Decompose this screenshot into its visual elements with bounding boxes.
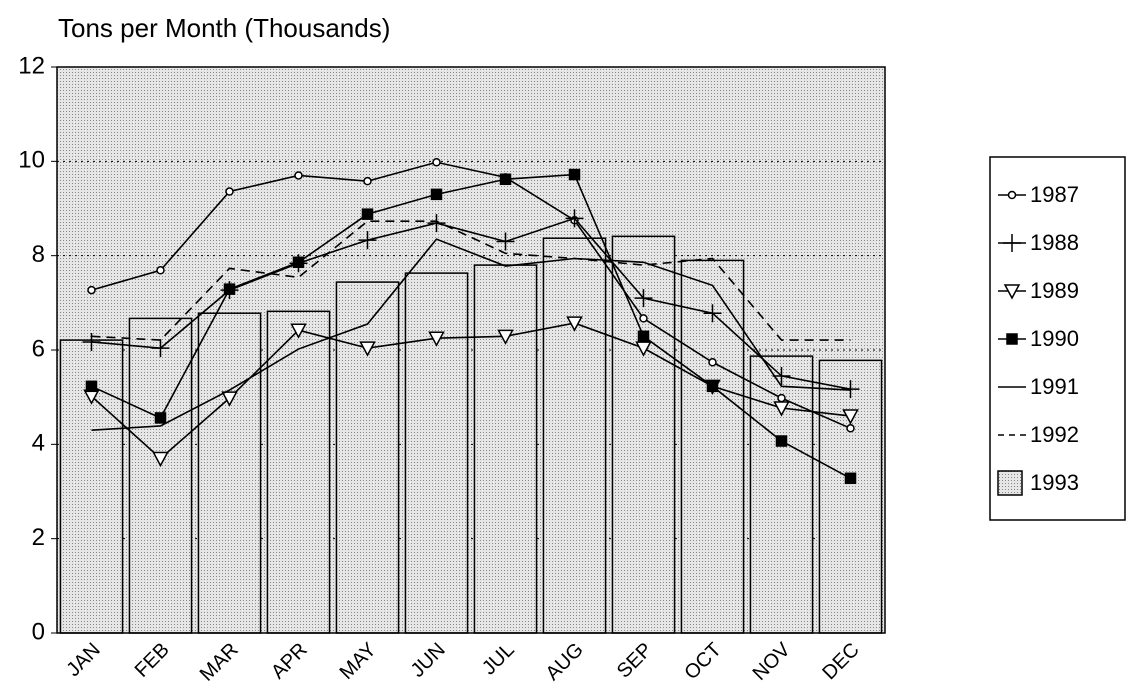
marker xyxy=(428,331,445,347)
marker xyxy=(565,209,584,228)
line xyxy=(90,322,851,460)
x-tick-label: AUG xyxy=(542,639,588,685)
x-tick-label: JUL xyxy=(478,639,519,680)
marker xyxy=(85,380,98,393)
marker xyxy=(358,231,377,250)
y-tick-label: 12 xyxy=(18,52,45,79)
marker xyxy=(151,339,170,358)
line xyxy=(91,217,851,390)
x-tick-label: NOV xyxy=(749,638,796,685)
x-tick-label: DEC xyxy=(818,639,863,684)
bar xyxy=(335,281,400,634)
y-tick-label: 6 xyxy=(32,335,45,362)
marker xyxy=(223,283,236,295)
marker xyxy=(361,208,374,220)
marker xyxy=(292,256,305,269)
line xyxy=(91,161,851,430)
bar xyxy=(473,264,538,634)
marker xyxy=(842,409,859,425)
marker xyxy=(497,329,514,345)
marker xyxy=(359,341,376,357)
plot-frame xyxy=(56,66,886,634)
legend-label: 1987 xyxy=(1030,182,1079,207)
marker xyxy=(635,341,652,357)
marker xyxy=(637,330,650,343)
y-tick-label: 4 xyxy=(32,430,45,457)
marker xyxy=(87,285,96,295)
bar xyxy=(404,272,469,634)
line xyxy=(91,173,851,479)
y-tick-label: 2 xyxy=(32,524,45,551)
x-tick-label: OCT xyxy=(680,639,725,684)
marker xyxy=(432,158,441,167)
y-tick-label: 10 xyxy=(18,147,45,174)
x-tick-label: MAY xyxy=(336,639,381,684)
x-tick-label: SEP xyxy=(613,639,657,683)
bar xyxy=(680,259,745,634)
marker xyxy=(639,314,648,323)
legend-label: 1988 xyxy=(1030,230,1079,255)
marker xyxy=(225,187,234,196)
marker xyxy=(294,171,303,180)
marker xyxy=(708,358,717,367)
bar xyxy=(818,359,883,634)
marker xyxy=(363,176,372,186)
legend-label: 1993 xyxy=(1030,470,1079,495)
bar xyxy=(128,317,193,634)
legend-label: 1991 xyxy=(1030,374,1079,399)
bar xyxy=(266,310,331,634)
legend-swatch xyxy=(997,470,1023,496)
line xyxy=(91,238,851,431)
marker xyxy=(1007,190,1017,200)
marker xyxy=(152,451,169,468)
marker xyxy=(773,401,790,417)
bar xyxy=(197,312,262,634)
marker xyxy=(499,173,512,186)
marker xyxy=(1006,333,1018,345)
marker xyxy=(568,168,581,181)
marker xyxy=(634,289,653,308)
y-tick-label: 0 xyxy=(32,618,45,645)
x-tick-label: MAR xyxy=(196,639,243,686)
x-tick-label: JUN xyxy=(407,639,450,682)
x-tick-label: FEB xyxy=(131,639,174,682)
legend-label: 1992 xyxy=(1030,422,1079,447)
marker xyxy=(775,435,788,447)
chart-title: Tons per Month (Thousands) xyxy=(58,13,390,43)
y-tick-label: 8 xyxy=(32,241,45,268)
x-tick-label: JAN xyxy=(62,639,104,681)
marker xyxy=(844,472,857,485)
marker xyxy=(82,332,101,351)
marker xyxy=(496,232,515,251)
marker xyxy=(706,380,719,393)
marker xyxy=(427,214,446,233)
x-tick-label: APR xyxy=(267,639,312,684)
marker xyxy=(221,391,238,407)
marker xyxy=(777,393,786,403)
marker xyxy=(1003,234,1021,252)
bar xyxy=(542,237,607,634)
marker xyxy=(156,266,165,275)
line xyxy=(91,220,851,341)
marker xyxy=(1003,284,1021,300)
marker xyxy=(430,188,443,201)
marker xyxy=(772,366,791,385)
legend-label: 1990 xyxy=(1030,326,1079,351)
legend-label: 1989 xyxy=(1030,278,1079,303)
marker xyxy=(290,323,307,339)
marker xyxy=(566,316,583,332)
marker xyxy=(846,424,855,433)
marker xyxy=(703,304,722,323)
marker xyxy=(154,412,167,424)
